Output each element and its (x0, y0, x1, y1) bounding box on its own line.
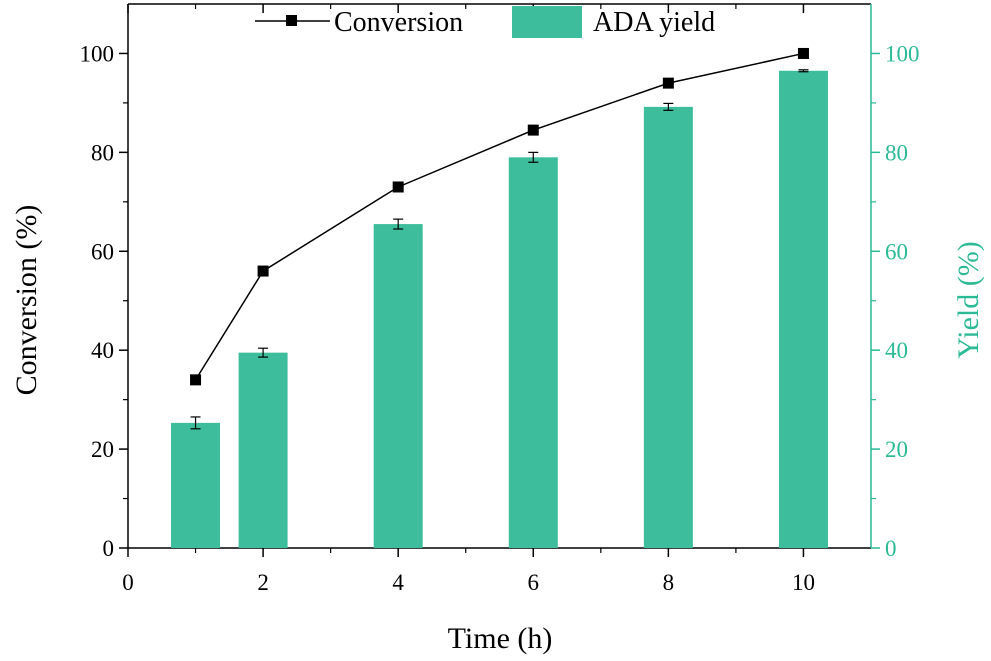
y-left-tick-label: 0 (103, 536, 115, 561)
bar-ada-yield (373, 224, 423, 548)
legend-ada-yield-swatch (512, 6, 582, 38)
legend-conversion-label: Conversion (334, 7, 463, 38)
y-right-tick-label: 100 (885, 41, 920, 66)
conversion-point (662, 77, 674, 89)
y-right-tick-label: 60 (885, 239, 908, 264)
bar-ada-yield (171, 422, 221, 548)
legend: Conversion ADA yield (255, 6, 715, 38)
x-tick-label: 8 (663, 570, 675, 595)
bar-ada-yield (643, 106, 693, 549)
x-tick-label: 10 (792, 570, 815, 595)
x-tick-label: 4 (392, 570, 404, 595)
bar-ada-yield (238, 352, 288, 548)
y-right-tick-label: 20 (885, 437, 908, 462)
x-tick-label: 6 (528, 570, 540, 595)
conversion-point (527, 124, 539, 136)
conversion-point (797, 47, 809, 59)
y-left-tick-label: 100 (80, 41, 115, 66)
legend-ada-yield-label: ADA yield (593, 7, 715, 38)
bar-ada-yield (508, 157, 558, 549)
bars-group (171, 69, 828, 549)
y-axis-right-label: Yield (%) (952, 241, 985, 358)
y-right-tick-label: 40 (885, 338, 908, 363)
conversion-point (190, 374, 202, 386)
conversion-line (194, 52, 804, 381)
bar-ada-yield (778, 70, 828, 548)
x-tick-label: 0 (122, 570, 134, 595)
y-left-tick-label: 20 (91, 437, 114, 462)
x-tick-label: 2 (257, 570, 269, 595)
conversion-point (257, 265, 269, 277)
y-right-tick-label: 0 (885, 536, 897, 561)
conversion-line-group (190, 47, 809, 386)
y-left-tick-label: 40 (91, 338, 114, 363)
y-left-tick-label: 60 (91, 239, 114, 264)
y-left-tick-label: 80 (91, 140, 114, 165)
conversion-point (392, 181, 404, 193)
x-axis-label: Time (h) (448, 622, 553, 655)
legend-conversion-marker (286, 15, 297, 26)
y-axis-left-label: Conversion (%) (10, 205, 43, 396)
y-right-tick-label: 80 (885, 140, 908, 165)
